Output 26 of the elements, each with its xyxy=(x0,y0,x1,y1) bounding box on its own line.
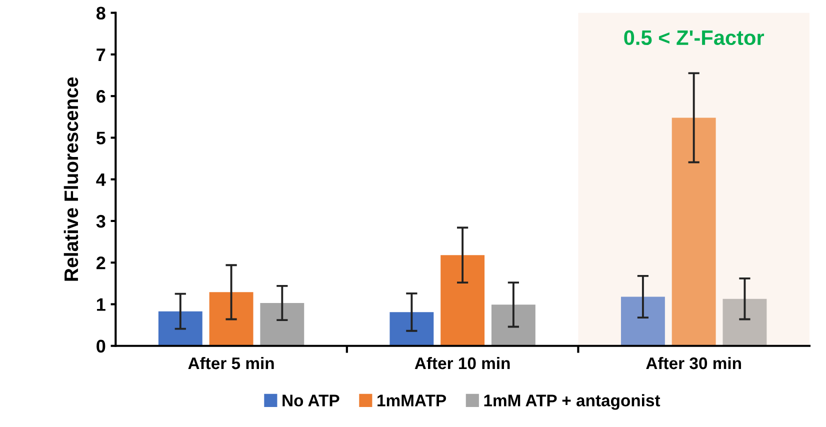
bar xyxy=(158,311,202,346)
x-tick-label: After 5 min xyxy=(188,356,274,370)
y-tick-label: 7 xyxy=(96,48,106,61)
legend-label: 1mMATP xyxy=(378,394,446,406)
y-tick-label: 1 xyxy=(97,298,106,311)
bar xyxy=(672,118,716,346)
y-tick-label: 5 xyxy=(96,132,106,144)
y-tick-label: 2 xyxy=(96,256,106,270)
bar xyxy=(491,304,536,346)
bar xyxy=(209,292,254,346)
y-tick-label: 4 xyxy=(96,173,106,186)
y-tick-label: 0 xyxy=(96,340,106,353)
legend-label: No ATP xyxy=(282,394,340,406)
y-axis-title: Relative Fluorescence xyxy=(64,77,78,281)
x-tick-label: After 10 min xyxy=(414,356,510,370)
bar xyxy=(440,255,485,346)
bar xyxy=(260,302,304,346)
x-tick-label: After 30 min xyxy=(646,356,741,370)
bar xyxy=(722,298,767,346)
y-tick-label: 6 xyxy=(96,90,106,103)
band-label: 0.5 < Z'-Factor xyxy=(624,30,764,46)
y-tick-label: 8 xyxy=(96,6,106,20)
bar xyxy=(390,312,434,346)
bar xyxy=(620,296,665,346)
legend-label: 1mM ATP + antagonist xyxy=(484,394,660,410)
y-tick-label: 3 xyxy=(96,214,106,228)
